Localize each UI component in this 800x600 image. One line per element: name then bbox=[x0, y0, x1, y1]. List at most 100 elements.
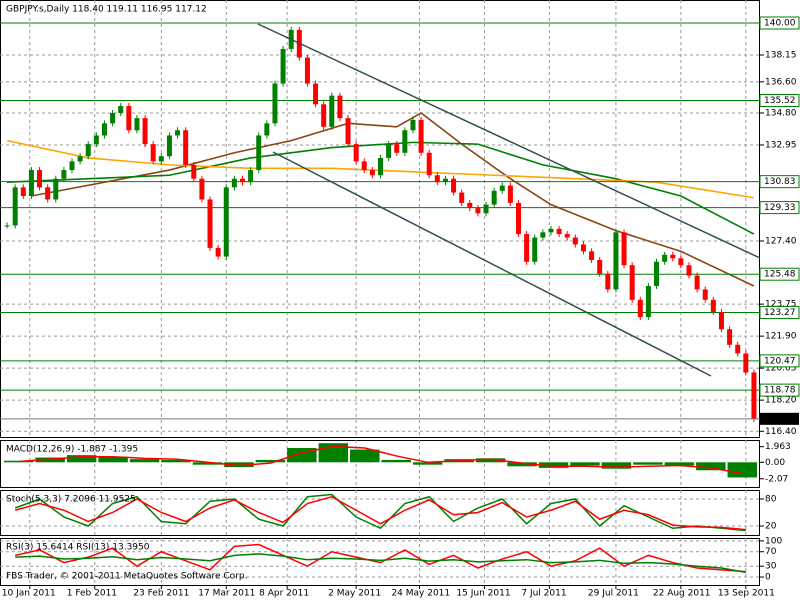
candle bbox=[12, 187, 18, 226]
candle bbox=[686, 265, 692, 276]
candle bbox=[718, 311, 724, 330]
level-box bbox=[759, 305, 800, 319]
candle bbox=[4, 225, 10, 227]
x-tick-label: 24 May 2011 bbox=[391, 589, 450, 599]
y-tick-label: 116.40 bbox=[765, 427, 797, 437]
candle bbox=[280, 48, 286, 84]
y-tick-label: 100 bbox=[765, 536, 782, 546]
candle bbox=[524, 234, 530, 262]
candle bbox=[410, 119, 416, 131]
last-price-box bbox=[760, 412, 799, 425]
level-label: 123.27 bbox=[764, 308, 796, 318]
level-box bbox=[759, 201, 800, 215]
candle bbox=[418, 119, 424, 153]
candle bbox=[442, 178, 448, 183]
histogram-bar bbox=[601, 462, 632, 469]
candle bbox=[662, 254, 668, 262]
candle bbox=[743, 353, 749, 373]
y-tick-label: 123.75 bbox=[765, 300, 797, 310]
candle bbox=[207, 199, 213, 248]
candle bbox=[540, 232, 546, 238]
candle bbox=[45, 187, 51, 200]
y-tick-label: 30 bbox=[765, 562, 777, 572]
candle bbox=[678, 258, 684, 266]
candle bbox=[61, 170, 67, 179]
y-tick-label: 118.20 bbox=[765, 396, 797, 406]
x-tick-label: 22 Aug 2011 bbox=[653, 589, 711, 599]
candle bbox=[402, 130, 408, 153]
level-box bbox=[759, 175, 800, 189]
candle bbox=[215, 247, 221, 257]
indicator-line bbox=[15, 553, 746, 574]
candle bbox=[337, 95, 343, 119]
candle bbox=[272, 83, 278, 124]
panel-frame bbox=[0, 538, 760, 586]
footer: FBS Trader, © 2001-2011 MetaQuotes Softw… bbox=[6, 572, 247, 582]
trend-line bbox=[272, 151, 712, 377]
candle bbox=[77, 156, 83, 162]
histogram-bar bbox=[633, 462, 663, 465]
indicator-line bbox=[14, 493, 746, 532]
candle bbox=[589, 251, 595, 261]
candle bbox=[28, 170, 34, 197]
level-label: 125.48 bbox=[764, 270, 796, 280]
histogram-bar bbox=[507, 462, 537, 467]
level-box bbox=[759, 94, 800, 108]
histogram-bar bbox=[224, 462, 254, 468]
x-tick-label: 2 May 2011 bbox=[328, 589, 381, 599]
x-tick-label: 29 Jul 2011 bbox=[588, 589, 639, 599]
candle bbox=[621, 232, 627, 266]
level-label: 120.47 bbox=[764, 356, 796, 366]
level-label: 118.78 bbox=[764, 386, 796, 396]
histogram-bar bbox=[255, 459, 286, 463]
histogram-bar bbox=[664, 462, 695, 466]
candle bbox=[126, 106, 132, 131]
y-tick-label: 120.05 bbox=[765, 364, 797, 374]
y-tick-label: 80 bbox=[765, 495, 777, 505]
candle bbox=[369, 170, 375, 176]
indicator-line bbox=[15, 543, 746, 573]
histogram-bar bbox=[727, 462, 757, 478]
histogram-bar bbox=[381, 459, 411, 463]
y-tick-label: 121.90 bbox=[765, 332, 797, 342]
candle bbox=[199, 178, 205, 200]
y-tick-label: 127.40 bbox=[765, 236, 797, 246]
x-tick-label: 13 Sep 2011 bbox=[718, 589, 775, 599]
level-box bbox=[759, 383, 800, 397]
candle bbox=[378, 157, 383, 176]
trend-line bbox=[257, 23, 761, 259]
candle bbox=[37, 170, 43, 188]
candle bbox=[321, 104, 327, 127]
candle bbox=[20, 187, 26, 197]
candle bbox=[548, 228, 554, 233]
candle bbox=[580, 244, 586, 252]
histogram-bar bbox=[35, 457, 65, 463]
candle bbox=[361, 161, 367, 171]
candle bbox=[532, 237, 538, 262]
candle bbox=[386, 144, 392, 158]
candle bbox=[710, 299, 716, 312]
level-box bbox=[759, 354, 800, 368]
histogram-bar bbox=[350, 449, 380, 463]
candle bbox=[183, 130, 189, 165]
x-tick-label: 8 Apr 2011 bbox=[259, 589, 309, 599]
candle bbox=[93, 135, 99, 145]
histogram-bar bbox=[66, 455, 97, 463]
candle bbox=[727, 329, 733, 345]
candle bbox=[637, 299, 643, 318]
candle bbox=[605, 273, 611, 290]
candle bbox=[142, 118, 148, 145]
candle bbox=[313, 83, 319, 105]
histogram-bar bbox=[696, 462, 726, 471]
level-box bbox=[759, 267, 800, 281]
candle bbox=[507, 185, 513, 203]
candle bbox=[564, 234, 570, 238]
candle bbox=[329, 95, 335, 127]
candle bbox=[239, 178, 245, 183]
y-tick-label: 138.15 bbox=[765, 51, 797, 61]
candle bbox=[191, 164, 197, 179]
candle bbox=[353, 144, 359, 162]
